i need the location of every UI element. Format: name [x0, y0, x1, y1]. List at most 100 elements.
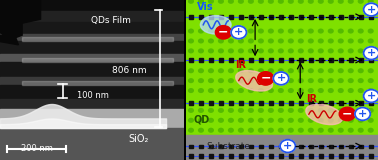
Circle shape: [318, 88, 324, 93]
Circle shape: [328, 118, 334, 123]
Circle shape: [218, 38, 224, 44]
Circle shape: [328, 0, 334, 4]
Bar: [0, 109, 184, 128]
Circle shape: [328, 78, 334, 83]
Bar: [328, 101, 333, 105]
Circle shape: [215, 26, 231, 39]
Text: Vis: Vis: [197, 2, 214, 12]
Circle shape: [238, 38, 244, 44]
Circle shape: [218, 68, 224, 73]
Circle shape: [348, 48, 354, 53]
Circle shape: [258, 108, 264, 113]
Circle shape: [288, 28, 294, 34]
Circle shape: [318, 118, 324, 123]
Bar: [209, 154, 213, 158]
Bar: [359, 58, 363, 62]
Circle shape: [208, 38, 214, 44]
Bar: [209, 58, 213, 62]
Bar: [229, 101, 233, 105]
Text: +: +: [367, 48, 376, 58]
Circle shape: [208, 28, 214, 34]
Circle shape: [298, 48, 304, 53]
Circle shape: [348, 128, 354, 133]
Circle shape: [258, 28, 264, 34]
Circle shape: [248, 48, 254, 53]
Bar: [189, 154, 193, 158]
Circle shape: [268, 68, 274, 73]
Circle shape: [278, 0, 284, 4]
Bar: [349, 58, 353, 62]
Bar: [359, 15, 363, 19]
Text: IR: IR: [306, 94, 317, 104]
Bar: [219, 145, 223, 148]
Circle shape: [258, 118, 264, 123]
Circle shape: [258, 0, 264, 4]
Circle shape: [218, 28, 224, 34]
Circle shape: [248, 78, 254, 83]
Circle shape: [248, 118, 254, 123]
Circle shape: [198, 118, 204, 123]
Bar: [0, 85, 184, 99]
Circle shape: [348, 88, 354, 93]
Circle shape: [338, 118, 344, 123]
Circle shape: [188, 78, 194, 83]
Circle shape: [208, 118, 214, 123]
Bar: [219, 15, 223, 19]
Circle shape: [278, 38, 284, 44]
Polygon shape: [0, 19, 22, 40]
Ellipse shape: [306, 104, 343, 125]
Bar: [289, 154, 293, 158]
Bar: [279, 101, 283, 105]
Circle shape: [364, 90, 378, 102]
Circle shape: [318, 0, 324, 4]
Circle shape: [188, 0, 194, 4]
Bar: [369, 101, 373, 105]
Circle shape: [218, 88, 224, 93]
Bar: [199, 58, 203, 62]
Circle shape: [238, 48, 244, 53]
Circle shape: [208, 68, 214, 73]
Circle shape: [268, 88, 274, 93]
Bar: [339, 145, 343, 148]
Text: +: +: [367, 5, 376, 15]
Bar: [219, 154, 223, 158]
Circle shape: [338, 0, 344, 4]
Text: −: −: [218, 26, 229, 39]
Circle shape: [308, 48, 314, 53]
Circle shape: [228, 48, 234, 53]
Circle shape: [208, 48, 214, 53]
Circle shape: [188, 38, 194, 44]
Bar: [189, 145, 193, 148]
Circle shape: [328, 68, 334, 73]
Circle shape: [348, 108, 354, 113]
Circle shape: [218, 78, 224, 83]
Bar: [289, 58, 293, 62]
Circle shape: [308, 0, 314, 4]
Bar: [359, 145, 363, 148]
Bar: [209, 101, 213, 105]
Bar: [219, 58, 223, 62]
Circle shape: [228, 128, 234, 133]
Text: SiO₂: SiO₂: [128, 134, 149, 144]
Circle shape: [198, 68, 204, 73]
Circle shape: [328, 128, 334, 133]
Circle shape: [228, 108, 234, 113]
Circle shape: [308, 108, 314, 113]
Circle shape: [228, 38, 234, 44]
Bar: [359, 101, 363, 105]
Bar: [269, 58, 273, 62]
Circle shape: [218, 0, 224, 4]
Circle shape: [288, 0, 294, 4]
Circle shape: [268, 38, 274, 44]
Circle shape: [208, 128, 214, 133]
Circle shape: [238, 68, 244, 73]
Bar: [309, 15, 313, 19]
Circle shape: [218, 118, 224, 123]
Text: QDs Film: QDs Film: [91, 16, 131, 24]
Bar: [349, 145, 353, 148]
Circle shape: [298, 118, 304, 123]
Bar: [299, 145, 303, 148]
Circle shape: [364, 47, 378, 60]
Ellipse shape: [236, 71, 273, 91]
Bar: [239, 58, 243, 62]
